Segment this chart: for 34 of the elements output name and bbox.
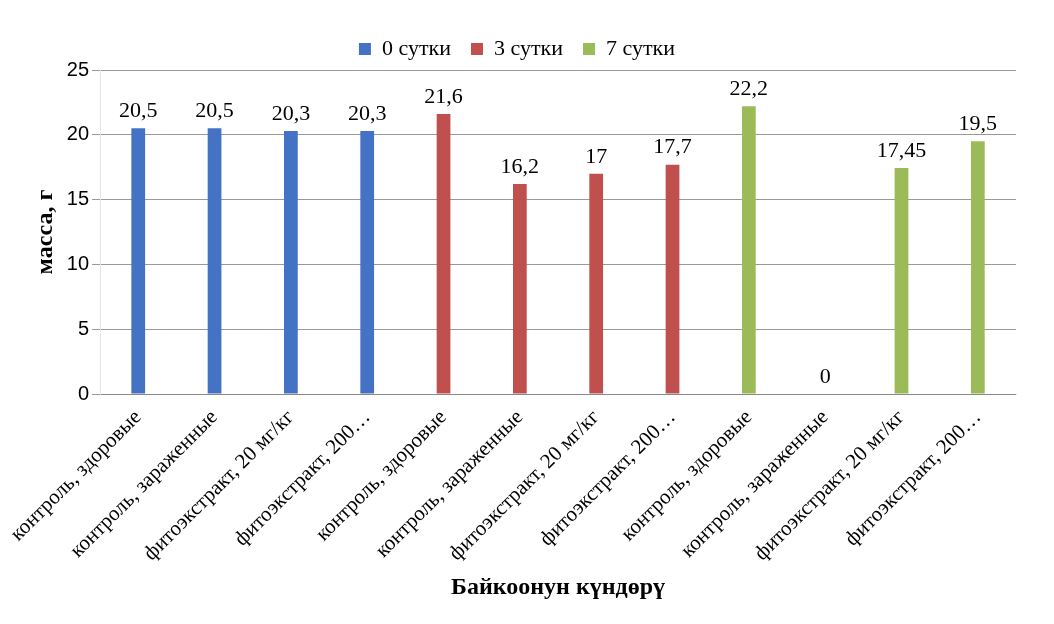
bar bbox=[741, 106, 756, 394]
data-label: 17 bbox=[585, 142, 608, 168]
data-label: 21,6 bbox=[424, 82, 463, 108]
data-label: 20,3 bbox=[271, 99, 311, 125]
bar bbox=[970, 141, 985, 394]
legend-label: 0 сутки bbox=[381, 34, 452, 60]
data-label: 17,45 bbox=[876, 136, 927, 162]
y-tick-label: 10 bbox=[66, 251, 90, 274]
legend-label: 7 сутки bbox=[606, 34, 676, 60]
bar bbox=[665, 164, 680, 394]
data-label: 20,5 bbox=[195, 97, 234, 123]
data-label: 20,3 bbox=[347, 99, 387, 125]
y-tick-label: 15 bbox=[66, 187, 90, 210]
data-label: 22,2 bbox=[729, 75, 769, 101]
bar bbox=[207, 128, 222, 394]
bar bbox=[589, 173, 604, 394]
y-tick-label: 0 bbox=[77, 381, 90, 404]
x-axis-title: Байкоонун күндөрү bbox=[451, 572, 666, 599]
bar bbox=[894, 167, 909, 394]
y-tick-label: 5 bbox=[77, 316, 90, 339]
bar bbox=[513, 184, 527, 394]
y-axis-title: масса, г bbox=[30, 189, 57, 275]
data-label: 20,5 bbox=[118, 97, 158, 123]
data-label: 19,5 bbox=[958, 110, 998, 136]
data-label: 17,7 bbox=[653, 133, 692, 159]
data-label: 0 bbox=[819, 362, 831, 388]
legend-label: 3 сутки bbox=[493, 34, 564, 60]
bar bbox=[360, 130, 375, 394]
bar bbox=[131, 128, 146, 394]
y-tick-label: 25 bbox=[66, 57, 90, 80]
y-tick-label: 20 bbox=[66, 122, 90, 145]
data-label: 16,2 bbox=[500, 152, 540, 178]
bar bbox=[436, 114, 451, 394]
bar bbox=[284, 130, 298, 394]
